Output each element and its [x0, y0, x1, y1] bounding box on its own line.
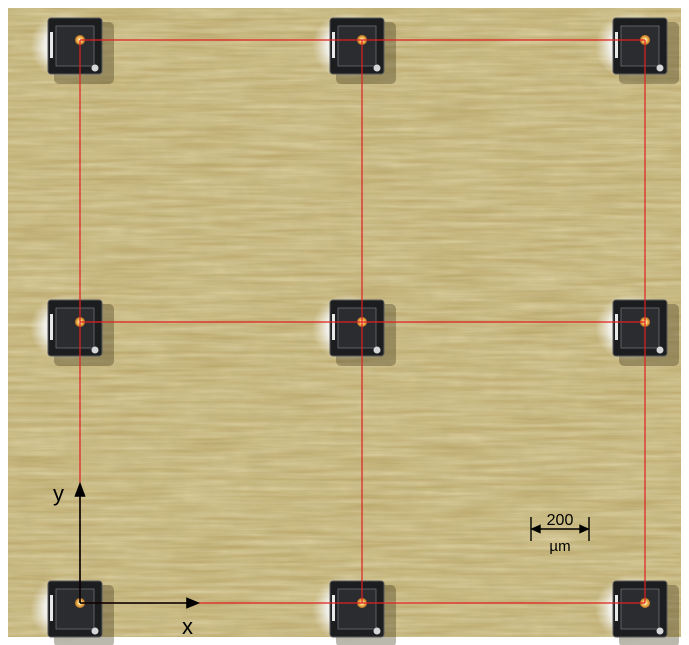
- chip-contact: [373, 627, 381, 635]
- scale-bar-right-arrowhead: [579, 524, 590, 534]
- chip-marker: [615, 32, 618, 58]
- chip-contact: [373, 346, 381, 354]
- x-axis-arrowhead: [186, 597, 201, 609]
- chip-marker: [50, 314, 53, 340]
- chip-marker: [50, 595, 53, 621]
- chip-marker: [332, 314, 335, 340]
- chip-die: [620, 307, 660, 349]
- chip-1-3: [595, 12, 679, 84]
- chip-marker: [332, 32, 335, 58]
- chip-contact: [373, 64, 381, 72]
- chip-die: [337, 25, 377, 67]
- x-axis-label: x: [182, 614, 193, 639]
- chip-1-2: [312, 12, 396, 84]
- chip-die: [55, 307, 95, 349]
- chip-3-1: [30, 575, 114, 645]
- chip-contact: [656, 64, 664, 72]
- chip-marker: [615, 595, 618, 621]
- chip-3-3: [595, 575, 679, 645]
- chip-3-2: [312, 575, 396, 645]
- chip-2-2: [312, 294, 396, 366]
- y-axis-label: y: [53, 481, 64, 506]
- coordinate-axes: [74, 481, 201, 609]
- chip-die: [337, 588, 377, 630]
- y-axis-arrowhead: [74, 481, 86, 497]
- chip-marker: [332, 595, 335, 621]
- chip-2-1: [30, 294, 114, 366]
- scale-bar-value: 200: [547, 512, 574, 529]
- chip-die: [337, 307, 377, 349]
- chip-2-3: [595, 294, 679, 366]
- chip-contact: [656, 346, 664, 354]
- chip-array: [30, 12, 679, 645]
- chip-contact: [656, 627, 664, 635]
- chip-1-1: [30, 12, 114, 84]
- scale-bar-left-arrowhead: [530, 524, 541, 534]
- chip-die: [620, 25, 660, 67]
- scale-bar-unit: µm: [549, 538, 570, 555]
- scale-bar: [530, 517, 590, 541]
- chip-marker: [50, 32, 53, 58]
- chip-die: [55, 588, 95, 630]
- chip-contact: [91, 627, 99, 635]
- chip-marker: [615, 314, 618, 340]
- chip-contact: [91, 346, 99, 354]
- chip-contact: [91, 64, 99, 72]
- chip-die: [55, 25, 95, 67]
- chip-die: [620, 588, 660, 630]
